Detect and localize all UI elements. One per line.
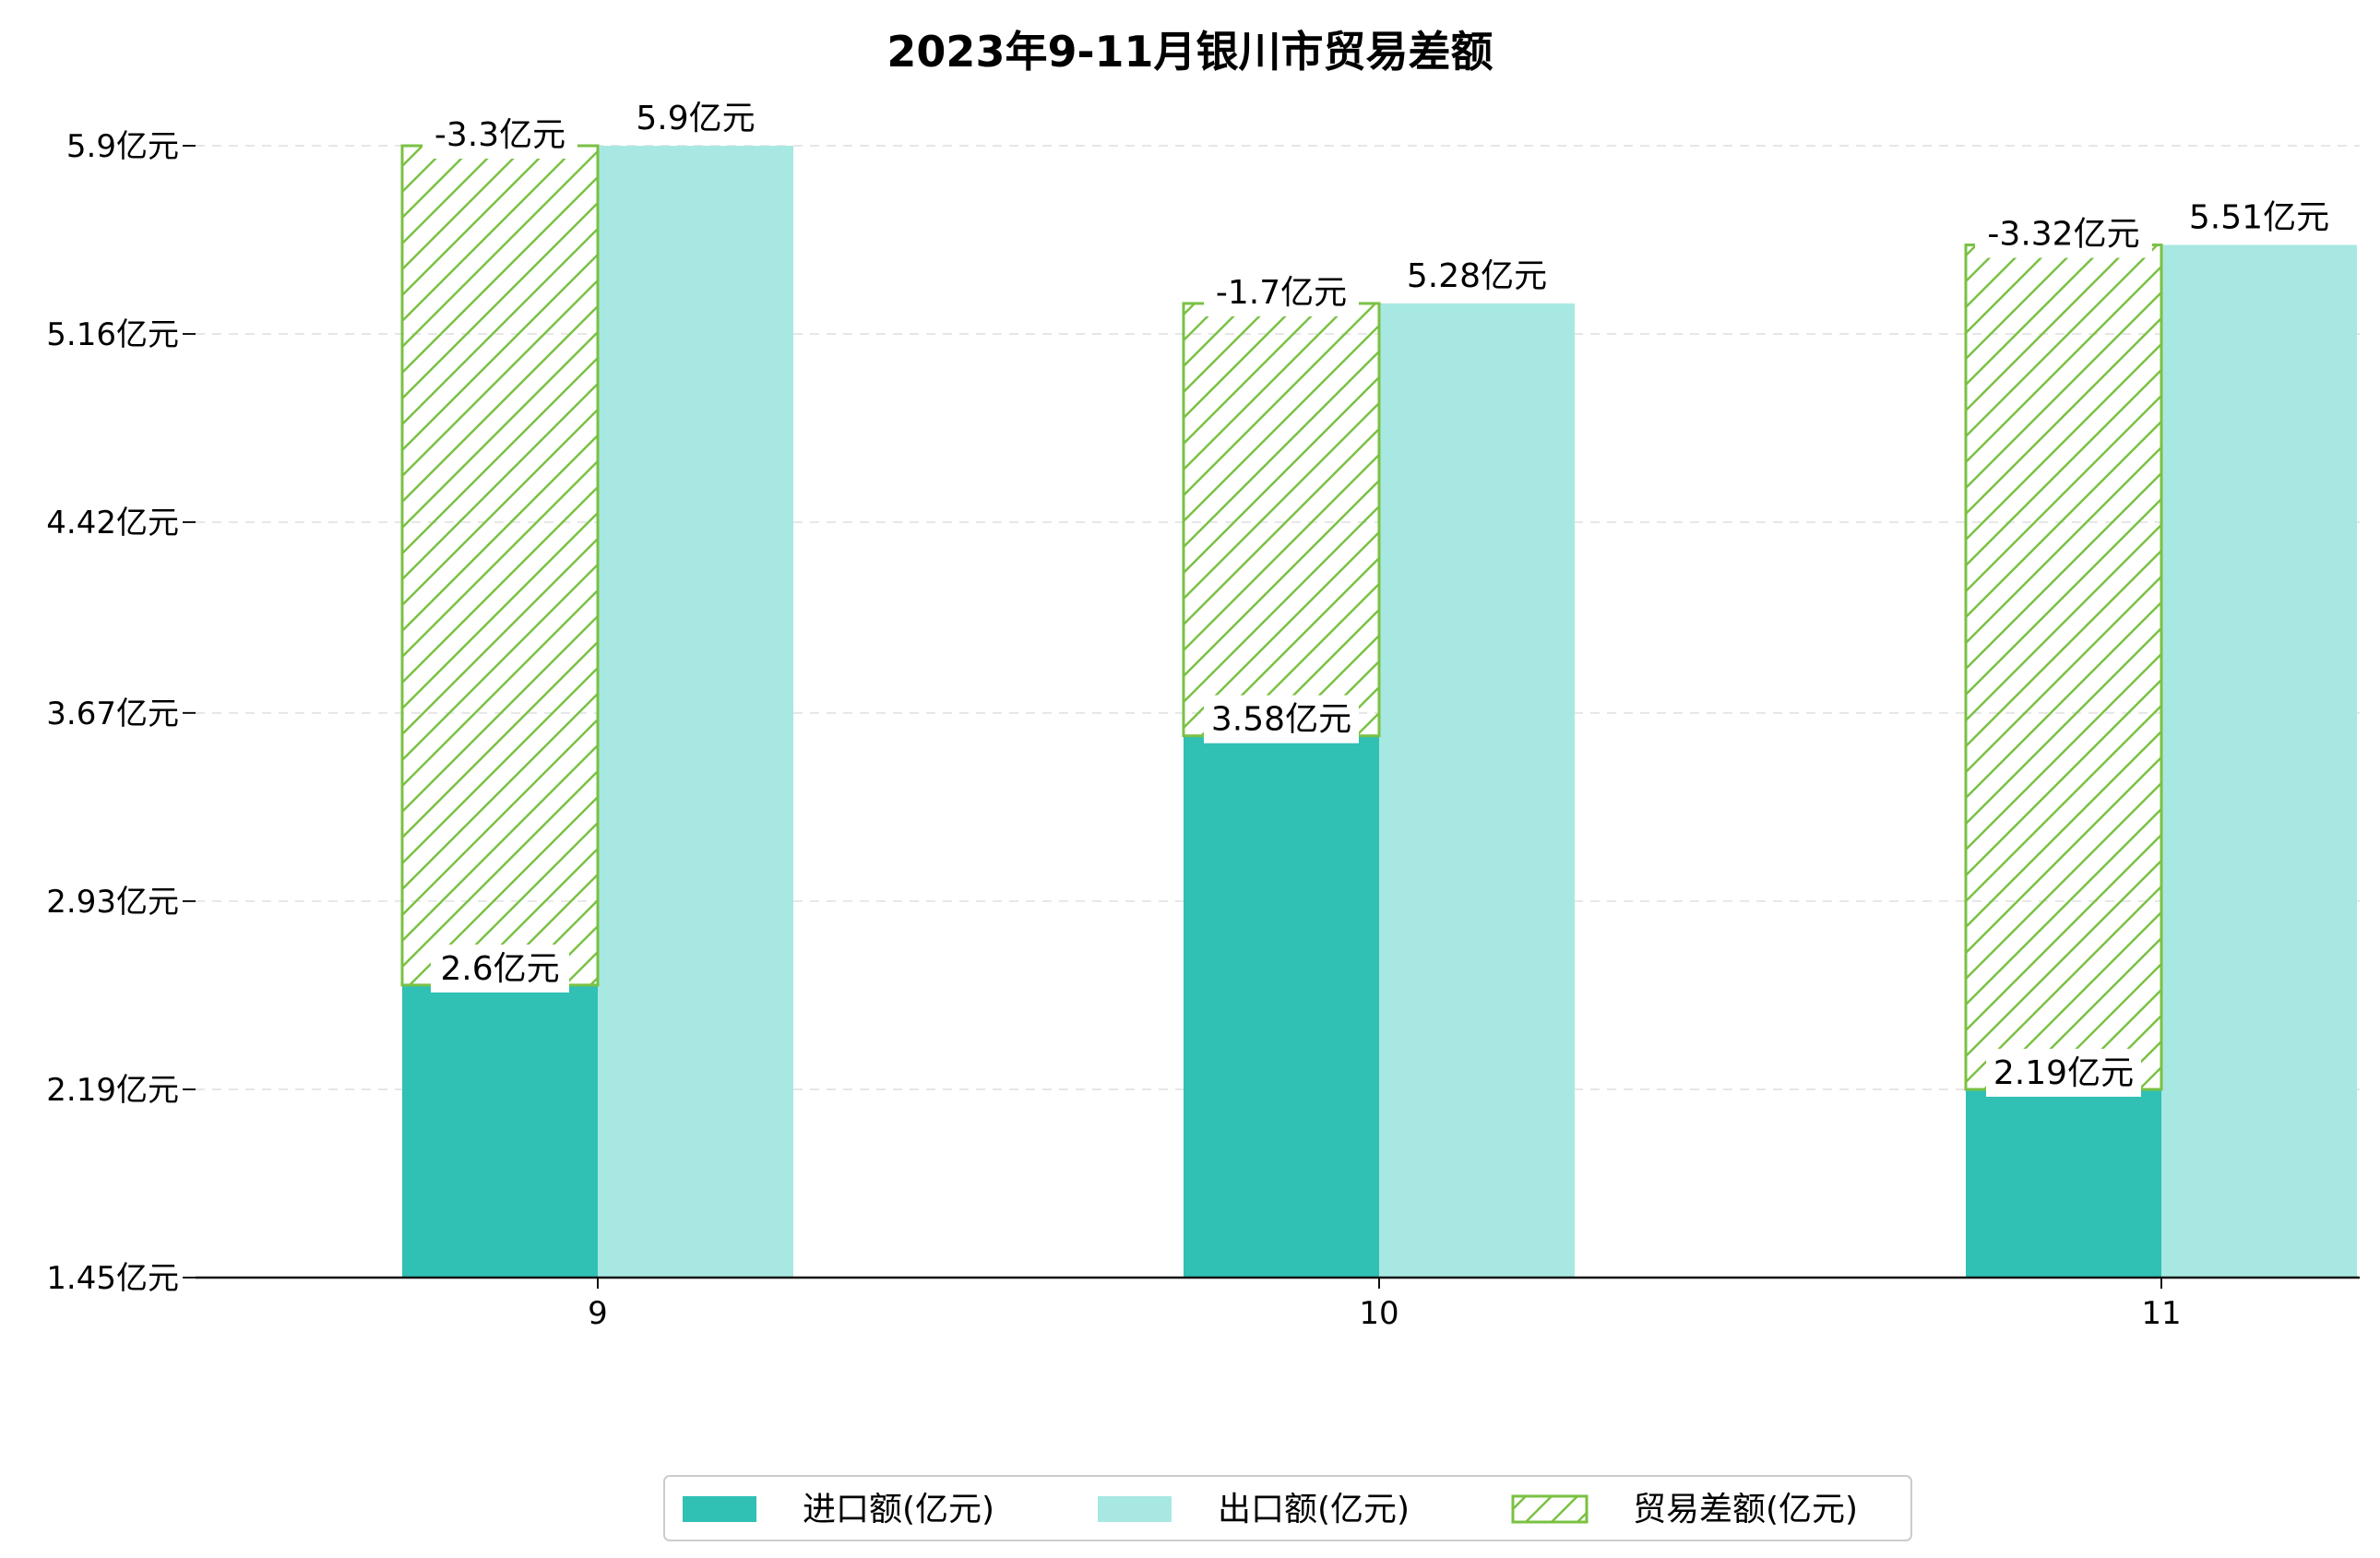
legend-swatch xyxy=(683,1496,756,1522)
import-value-label: 3.58亿元 xyxy=(1204,695,1359,743)
export-value-label: 5.28亿元 xyxy=(1399,251,1554,300)
x-tick-label: 10 xyxy=(1359,1295,1398,1332)
export-bar xyxy=(2161,244,2357,1279)
import-bar xyxy=(1966,1088,2161,1278)
bars xyxy=(400,144,2357,1279)
data-label-text: 2.6亿元 xyxy=(440,950,559,988)
chart-title: 2023年9-11月银川市贸易差额 xyxy=(887,27,1493,77)
trade-balance-bar xyxy=(400,144,600,987)
y-tick-label: 2.93亿元 xyxy=(46,884,179,921)
legend-frame xyxy=(663,1475,1912,1541)
export-bar xyxy=(1379,303,1575,1278)
data-label-text: 5.9亿元 xyxy=(636,100,755,137)
export-value-label: 5.9亿元 xyxy=(626,94,765,142)
data-label-text: 3.58亿元 xyxy=(1211,701,1351,739)
data-label-box xyxy=(422,111,577,159)
balance-value-label: -1.7亿元 xyxy=(1204,268,1359,316)
legend-label: 进口额(亿元) xyxy=(803,1491,994,1528)
legend: 进口额(亿元) 出口额(亿元) 贸易差额(亿元) xyxy=(663,1475,1912,1541)
legend-label: 出口额(亿元) xyxy=(1218,1491,1410,1528)
y-tick-label: 5.16亿元 xyxy=(46,316,179,353)
legend-item: 进口额(亿元) xyxy=(683,1491,994,1528)
data-label-text: -3.3亿元 xyxy=(434,116,565,154)
balance-value-label: -3.32亿元 xyxy=(1975,209,2152,258)
trade-balance-bar xyxy=(1182,302,1381,738)
data-label-text: -1.7亿元 xyxy=(1216,274,1347,312)
axes: 1.45亿元 2.19亿元 2.93亿元 3.67亿元 4.42亿元 5.16亿元 5.9亿… xyxy=(46,128,2360,1332)
data-label-box xyxy=(431,944,569,993)
data-label-box xyxy=(626,94,765,142)
legend-item: 出口额(亿元) xyxy=(1098,1491,1410,1528)
y-tick-label: 2.19亿元 xyxy=(46,1072,179,1109)
import-bar xyxy=(1184,735,1379,1278)
data-label-text: 2.19亿元 xyxy=(1993,1054,2134,1092)
data-labels: 2.6亿元 5.9亿元 -3.3亿元 3.58亿元 5.28亿元 -1.7亿元 2.19亿元… xyxy=(422,94,2337,1097)
data-label-text: -3.32亿元 xyxy=(1987,216,2139,254)
data-label-box xyxy=(2182,193,2337,242)
export-value-label: 5.51亿元 xyxy=(2182,193,2337,242)
data-label-box xyxy=(1204,695,1359,743)
x-tick-label: 11 xyxy=(2141,1295,2181,1332)
data-label-box xyxy=(1986,1048,2141,1097)
trade-balance-bar xyxy=(1964,244,2163,1091)
balance-value-label: -3.3亿元 xyxy=(422,111,577,159)
legend-item: 贸易差额(亿元) xyxy=(1511,1491,1858,1528)
data-label-box xyxy=(1399,251,1554,300)
y-tick-label: 3.67亿元 xyxy=(46,696,179,732)
data-label-text: 5.28亿元 xyxy=(1407,257,1547,295)
export-bar xyxy=(598,146,793,1278)
data-label-box xyxy=(1975,209,2152,258)
legend-swatch xyxy=(1511,1494,1589,1524)
y-tick-label: 1.45亿元 xyxy=(46,1260,179,1297)
data-label-text: 5.51亿元 xyxy=(2189,199,2329,237)
import-bar xyxy=(402,984,598,1278)
import-value-label: 2.6亿元 xyxy=(431,944,569,993)
data-label-box xyxy=(1204,268,1359,316)
y-tick-label: 4.42亿元 xyxy=(46,505,179,541)
y-tick-label: 5.9亿元 xyxy=(66,128,179,165)
x-tick-label: 9 xyxy=(588,1295,608,1332)
import-value-label: 2.19亿元 xyxy=(1986,1048,2141,1097)
legend-label: 贸易差额(亿元) xyxy=(1633,1491,1858,1528)
legend-swatch xyxy=(1098,1496,1172,1522)
